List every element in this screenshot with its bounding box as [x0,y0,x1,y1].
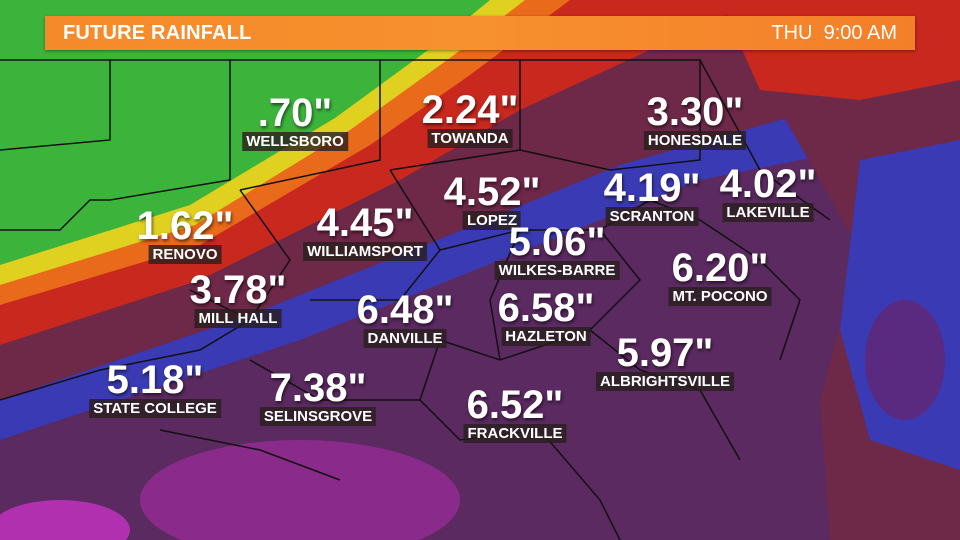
rainfall-label: 6.52" FRACKVILLE [463,383,567,443]
city-name: MILL HALL [194,309,282,328]
city-name: TOWANDA [427,129,513,148]
magenta-zone [140,440,460,540]
rainfall-amount: 2.24" [421,88,519,132]
city-name: WILKES-BARRE [494,261,620,280]
rainfall-amount: 7.38" [269,366,367,410]
rainfall-amount: 4.52" [443,170,541,214]
rainfall-amount: 6.52" [466,383,564,427]
rainfall-label: 5.18" STATE COLLEGE [89,360,221,418]
rainfall-amount: .70" [257,91,333,135]
rainfall-label: 4.52" LOPEZ [443,170,541,230]
city-name: WILLIAMSPORT [303,242,427,261]
rainfall-label: 4.45" WILLIAMSPORT [303,203,427,261]
rainfall-amount: 5.97" [616,331,714,375]
city-name: ALBRIGHTSVILLE [596,372,734,391]
rainfall-label: 3.30" HONESDALE [643,90,747,150]
city-name: RENOVO [148,245,222,264]
city-name: SELINSGROVE [259,407,377,426]
map-title: FUTURE RAINFALL [63,21,252,44]
purple-zone-east [865,300,945,420]
city-name: FRACKVILLE [463,424,567,443]
rainfall-amount: 6.20" [671,246,769,290]
rainfall-label: .70" WELLSBORO [242,93,348,151]
rainfall-amount: 5.18" [106,358,204,402]
header-banner: FUTURE RAINFALL THU 9:00 AM [45,16,915,50]
rainfall-label: 7.38" SELINSGROVE [259,366,377,426]
magenta-zone [0,500,130,540]
city-name: SCRANTON [605,207,699,226]
rainfall-amount: 6.48" [356,288,454,332]
forecast-clock: 9:00 AM [823,21,897,44]
city-name: HAZLETON [501,327,591,346]
city-name: STATE COLLEGE [89,399,221,418]
rainfall-amount: 4.45" [316,201,414,245]
rainfall-label: 6.58" HAZLETON [497,286,595,346]
rainfall-amount: 5.06" [508,220,606,264]
city-name: HONESDALE [643,131,747,150]
rainfall-label: 4.19" SCRANTON [603,166,701,226]
rainfall-label: 2.24" TOWANDA [421,88,519,148]
rainfall-label: 6.48" DANVILLE [356,288,454,348]
rainfall-amount: 4.19" [603,166,701,210]
rainfall-amount: 1.62" [136,204,234,248]
city-name: LOPEZ [462,211,522,230]
rainfall-amount: 6.58" [497,286,595,330]
rainfall-label: 5.06" WILKES-BARRE [494,220,620,280]
rainfall-amount: 3.30" [646,90,744,134]
rainfall-label: 5.97" ALBRIGHTSVILLE [596,333,734,391]
forecast-time: THU 9:00 AM [771,22,897,45]
rainfall-label: 6.20" MT. POCONO [668,246,772,306]
forecast-day: THU [771,21,813,44]
city-name: LAKEVILLE [722,203,814,222]
city-name: DANVILLE [363,329,447,348]
city-name: WELLSBORO [242,132,348,151]
city-name: MT. POCONO [668,287,772,306]
rainfall-label: 3.78" MILL HALL [189,268,287,328]
rainfall-label: 1.62" RENOVO [136,204,234,264]
rainfall-amount: 3.78" [189,268,287,312]
rainfall-label: 4.02" LAKEVILLE [719,162,817,222]
rainfall-amount: 4.02" [719,162,817,206]
